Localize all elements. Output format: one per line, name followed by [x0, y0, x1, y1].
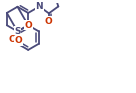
Text: S: S: [14, 27, 21, 36]
Text: O: O: [15, 36, 22, 45]
Text: O: O: [24, 21, 32, 30]
Text: O: O: [45, 17, 53, 26]
Text: O: O: [8, 35, 16, 44]
Text: N: N: [36, 2, 43, 11]
